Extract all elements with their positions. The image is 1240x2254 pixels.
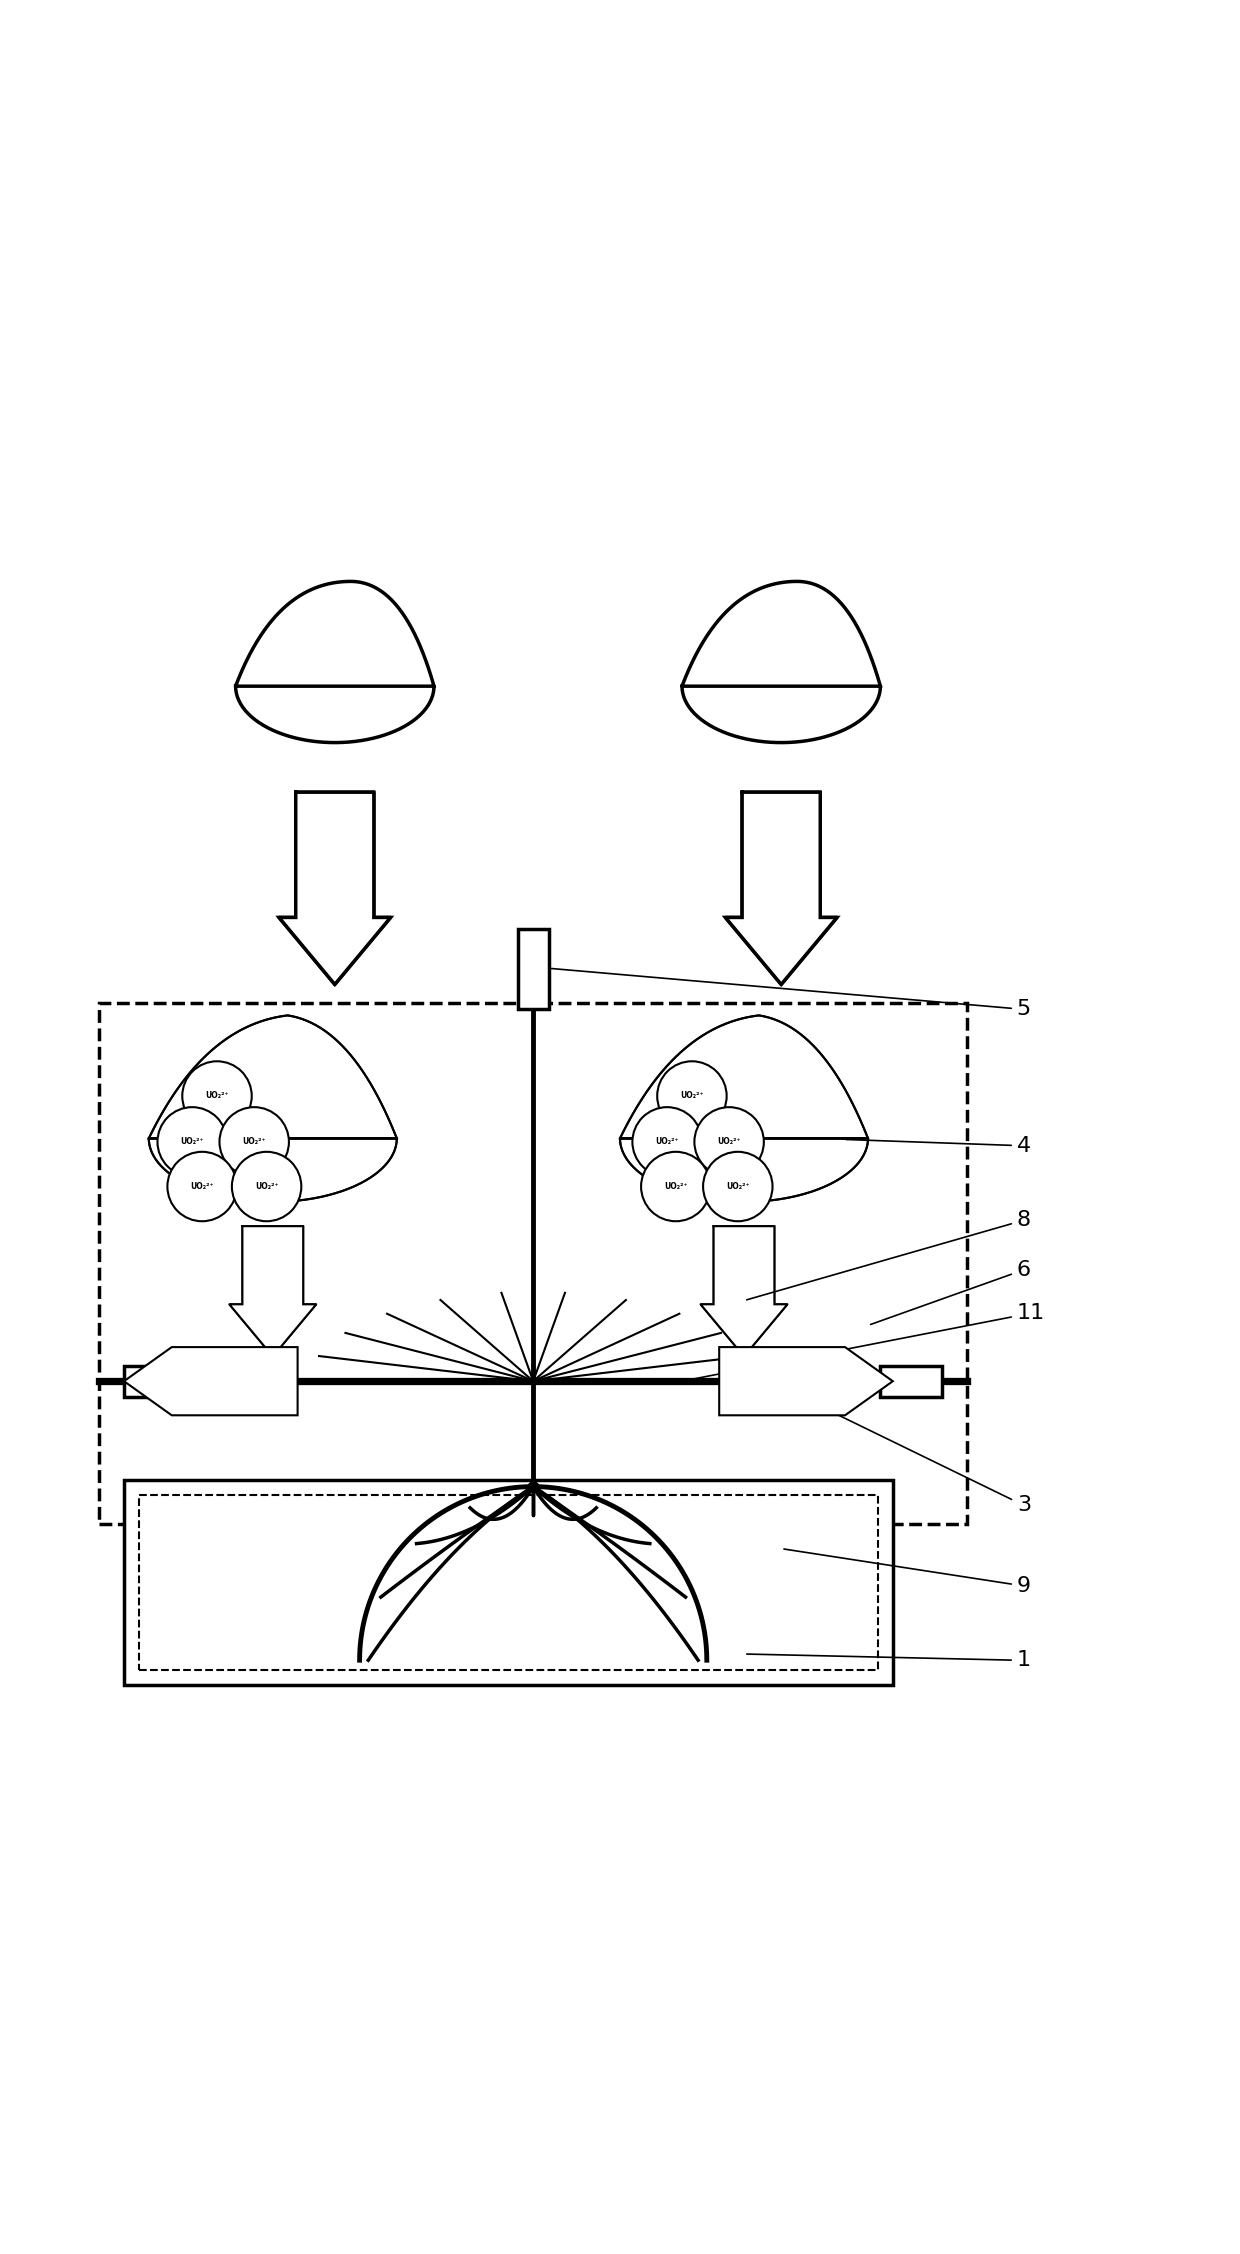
Polygon shape [725, 791, 837, 985]
Bar [139, 1494, 878, 1670]
Text: UO₂²⁺: UO₂²⁺ [181, 1138, 203, 1147]
Circle shape [641, 1152, 711, 1222]
Text: UO₂²⁺: UO₂²⁺ [206, 1091, 228, 1100]
Text: UO₂²⁺: UO₂²⁺ [718, 1138, 740, 1147]
Bar [124, 1366, 186, 1397]
Polygon shape [124, 1348, 298, 1416]
Text: UO₂²⁺: UO₂²⁺ [191, 1181, 213, 1190]
Polygon shape [620, 1014, 868, 1201]
Circle shape [632, 1107, 702, 1177]
Text: 6: 6 [870, 1260, 1030, 1325]
Bar [99, 1003, 967, 1524]
Text: UO₂²⁺: UO₂²⁺ [243, 1138, 265, 1147]
Text: UO₂²⁺: UO₂²⁺ [255, 1181, 278, 1190]
Text: UO₂²⁺: UO₂²⁺ [727, 1181, 749, 1190]
Circle shape [219, 1107, 289, 1177]
Text: 5: 5 [552, 969, 1030, 1019]
Text: UO₂²⁺: UO₂²⁺ [681, 1091, 703, 1100]
Circle shape [157, 1107, 227, 1177]
Text: 11: 11 [684, 1303, 1045, 1382]
Circle shape [657, 1062, 727, 1132]
Text: UO₂²⁺: UO₂²⁺ [656, 1138, 678, 1147]
Polygon shape [719, 1348, 893, 1416]
Circle shape [694, 1107, 764, 1177]
Text: UO₂²⁺: UO₂²⁺ [665, 1181, 687, 1190]
Text: 8: 8 [746, 1210, 1030, 1301]
Circle shape [703, 1152, 773, 1222]
Polygon shape [701, 1226, 787, 1357]
Polygon shape [279, 791, 391, 985]
Circle shape [182, 1062, 252, 1132]
Circle shape [232, 1152, 301, 1222]
Text: 4: 4 [846, 1136, 1030, 1156]
Text: 1: 1 [746, 1650, 1030, 1670]
Polygon shape [149, 1014, 397, 1201]
Text: 3: 3 [771, 1382, 1030, 1515]
Text: 9: 9 [784, 1548, 1030, 1596]
Bar [517, 929, 548, 1010]
Bar [880, 1366, 942, 1397]
Polygon shape [229, 1226, 316, 1357]
Bar [124, 1481, 893, 1686]
Circle shape [167, 1152, 237, 1222]
